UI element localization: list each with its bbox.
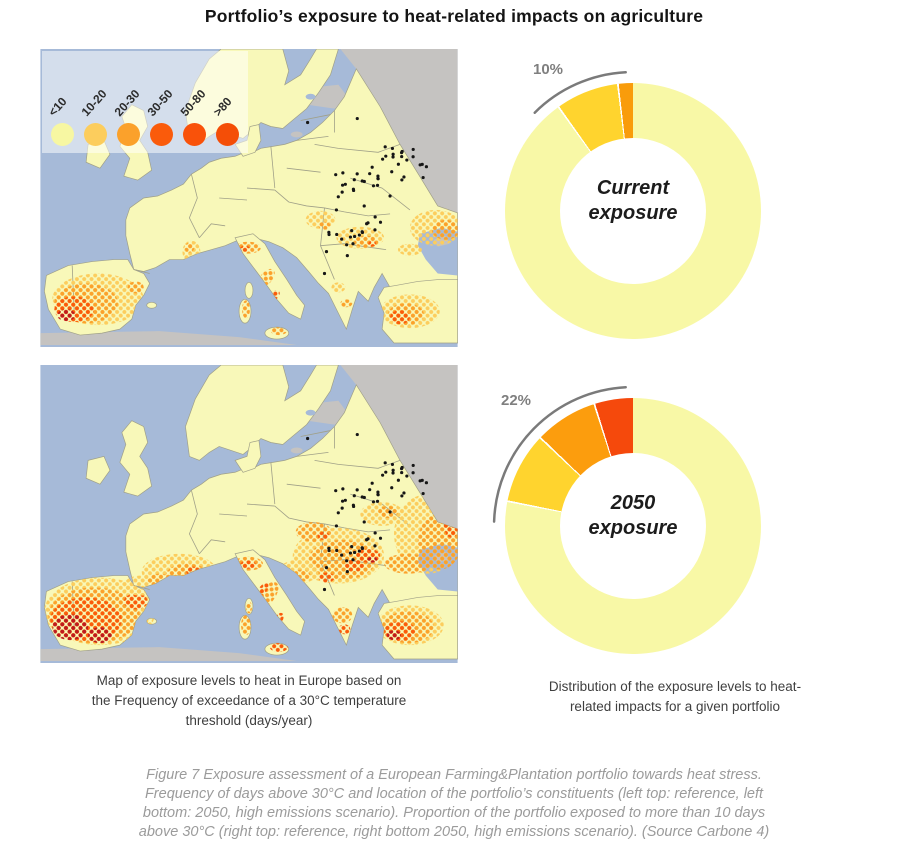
map-legend-row: <10 10-20 20-30 30-50 50-80 >80 [46, 86, 249, 146]
legend-item: 20-30 [112, 86, 143, 146]
donut-center: 2050 exposure [560, 453, 706, 599]
donut-center-label-line2: exposure [588, 202, 678, 224]
donut-caption: Distribution of the exposure levels to h… [548, 679, 802, 714]
legend-label: >80 [210, 94, 235, 119]
legend-dot [150, 123, 173, 146]
legend-label: 50-80 [177, 86, 209, 119]
legend-dot [117, 123, 140, 146]
legend-label: 20-30 [111, 86, 143, 119]
no-data-region [290, 131, 303, 138]
legend-dot [216, 123, 239, 146]
map-caption: Map of exposure levels to heat in Europe… [91, 673, 407, 728]
donut-center-label-line2: exposure [588, 517, 678, 539]
legend-item: 10-20 [79, 86, 110, 146]
donut-ring: 2050 exposure [505, 398, 761, 654]
legend-dot [51, 123, 74, 146]
lake [305, 409, 316, 416]
no-data-region [290, 447, 303, 454]
map-current-exposure: <10 10-20 20-30 30-50 50-80 >80 [40, 49, 458, 347]
map-legend: <10 10-20 20-30 30-50 50-80 >80 [42, 51, 248, 153]
legend-item: 50-80 [178, 86, 209, 146]
portfolio-constituent-dots [306, 432, 428, 592]
legend-label: <10 [45, 94, 70, 119]
donut-center-label-line1: 2050 [610, 492, 656, 514]
lake [305, 93, 316, 100]
legend-dot [84, 123, 107, 146]
legend-label: 10-20 [78, 86, 110, 119]
legend-dot [183, 123, 206, 146]
donut-callout-label: 10% [533, 61, 564, 78]
figure-title: Portfolio’s exposure to heat-related imp… [204, 6, 704, 26]
legend-item: >80 [211, 86, 239, 146]
donut-callout-label: 22% [501, 392, 532, 409]
donut-chart-2050-exposure: 22% 2050 exposure [483, 376, 783, 676]
donut-center-label-line1: Current [596, 177, 670, 199]
legend-item: 30-50 [145, 86, 176, 146]
donut-center: Current exposure [560, 138, 706, 284]
donut-ring: Current exposure [505, 83, 761, 339]
europe-map-2050 [40, 365, 458, 663]
map-2050-exposure [40, 365, 458, 663]
portfolio-constituent-dots [306, 116, 428, 276]
legend-item: <10 [46, 86, 74, 146]
figure-caption: Figure 7 Exposure assessment of a Europe… [138, 767, 770, 840]
legend-label: 30-50 [144, 86, 176, 119]
donut-chart-current-exposure: 10% Current exposure [483, 61, 783, 361]
